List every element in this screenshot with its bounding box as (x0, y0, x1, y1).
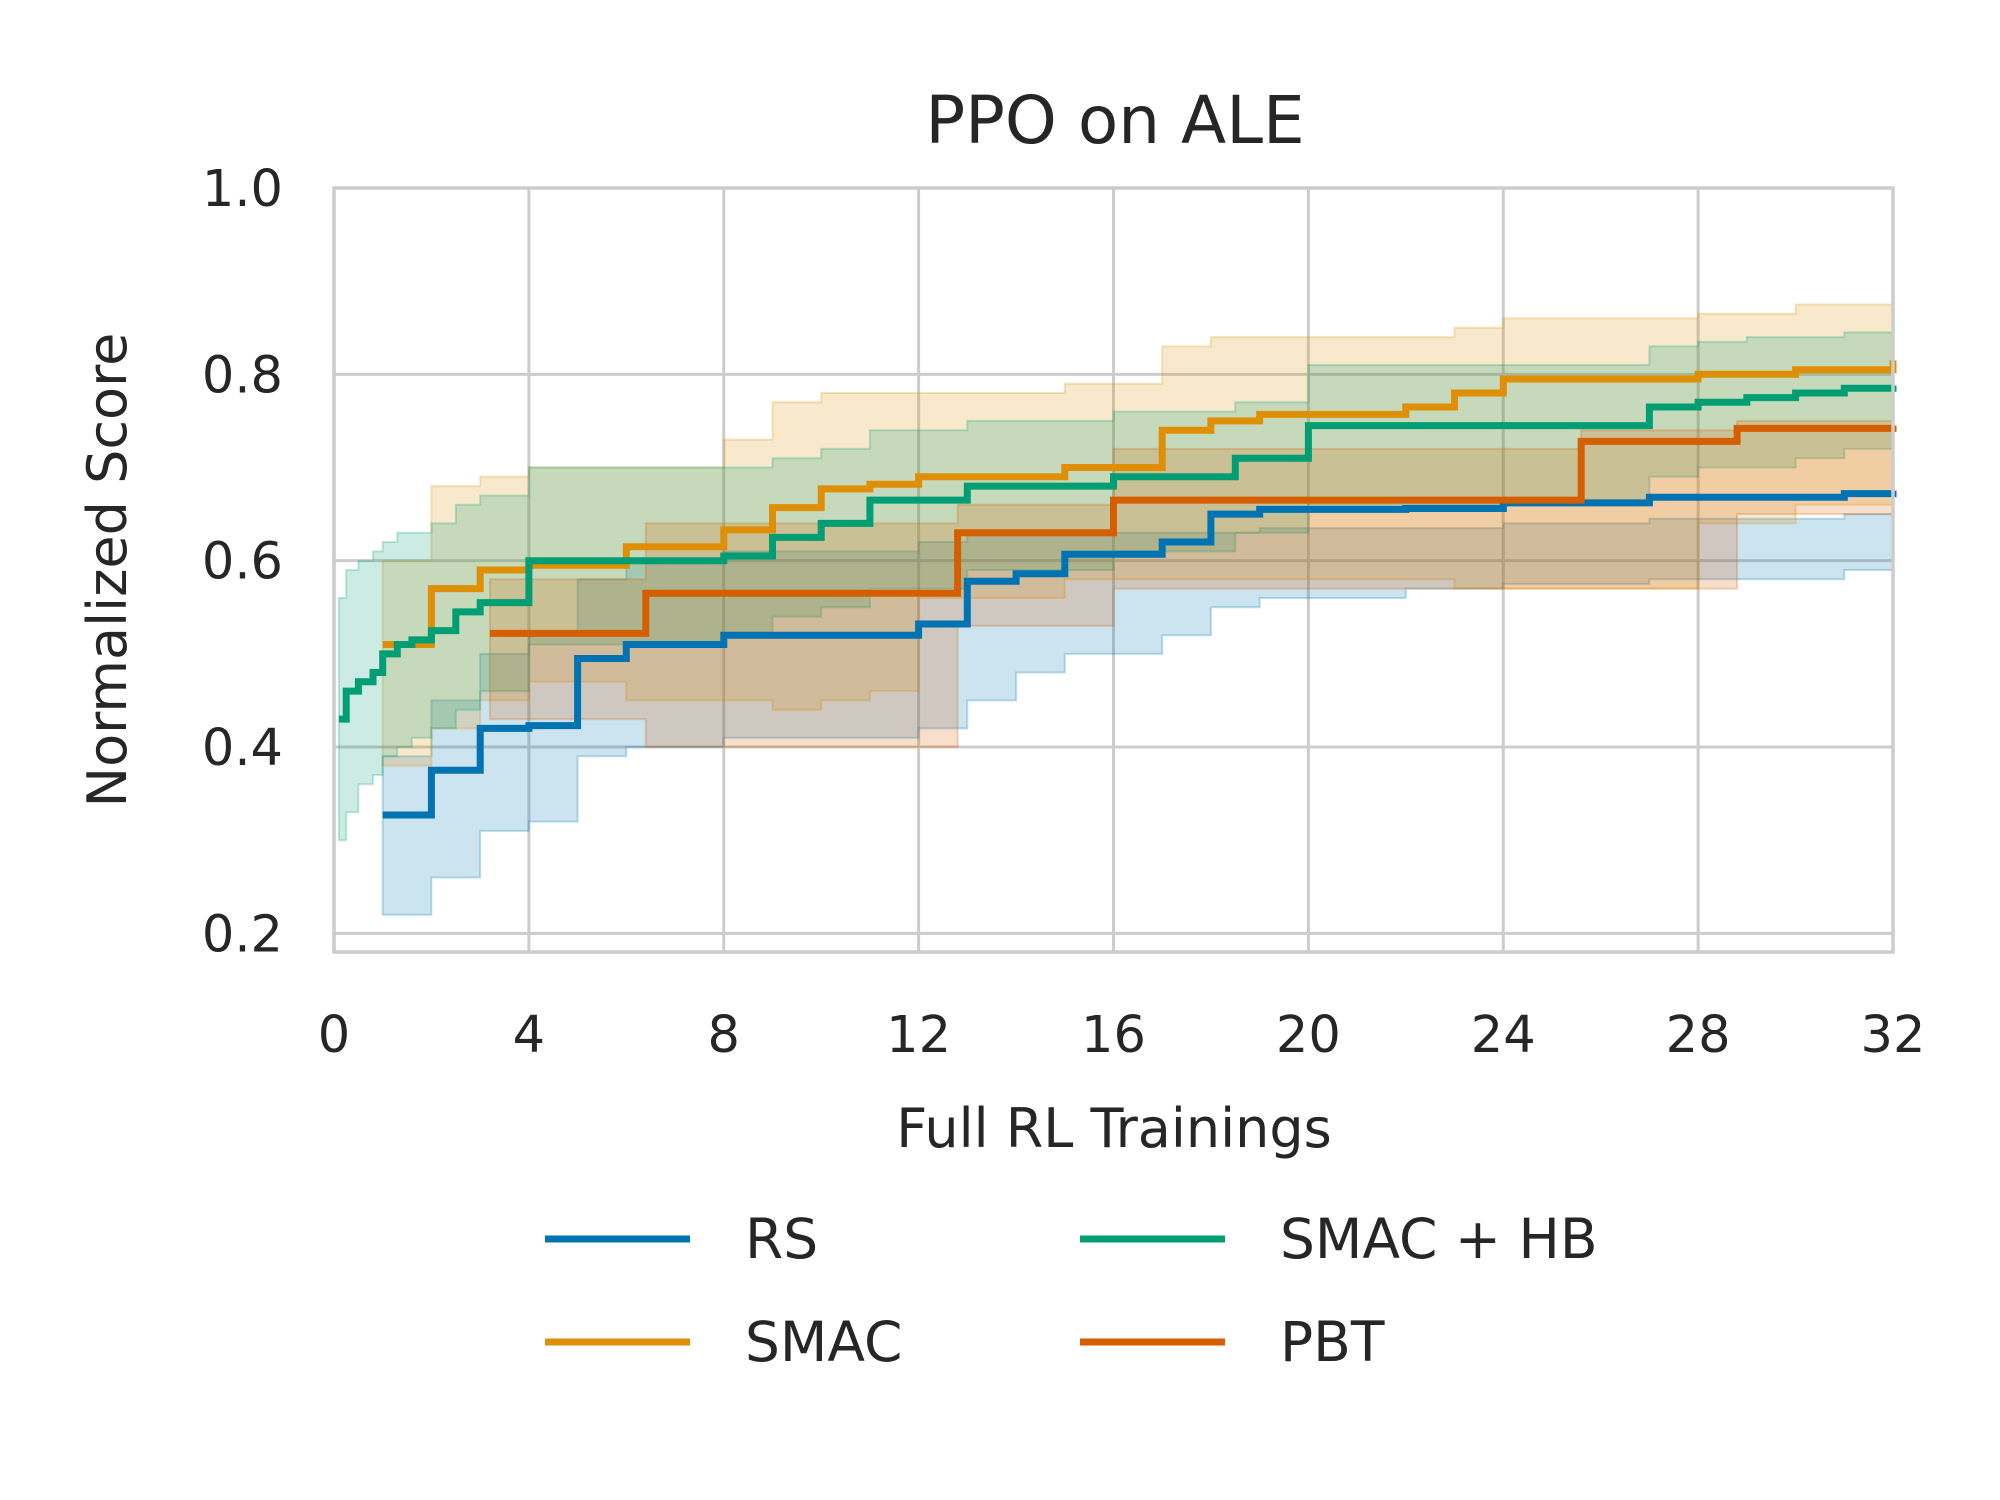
x-axis-label: Full RL Trainings (896, 1097, 1331, 1160)
y-axis-label: Normalized Score (76, 333, 139, 808)
chart-title: PPO on ALE (925, 82, 1304, 159)
x-tick-label: 32 (1861, 1006, 1926, 1065)
confidence-band (488, 411, 1894, 748)
legend-label: PBT (1280, 1310, 1385, 1374)
legend-item: RS (545, 1207, 818, 1271)
legend-item: SMAC (545, 1310, 902, 1374)
confidence-band (337, 327, 1894, 842)
x-tick-label: 12 (886, 1006, 951, 1065)
series-lines (338, 360, 1897, 819)
legend-item: SMAC + HB (1080, 1207, 1598, 1271)
x-tick-label: 28 (1666, 1006, 1731, 1065)
confidence-bands (337, 303, 1894, 916)
x-tick-label: 4 (513, 1006, 545, 1065)
legend: RS SMAC + HB SMAC PBT (545, 1207, 1598, 1374)
x-tick-label: 16 (1081, 1006, 1146, 1065)
x-tick-label: 0 (318, 1006, 350, 1065)
y-tick-label: 1.0 (202, 160, 283, 219)
y-tick-label: 0.2 (202, 905, 283, 964)
legend-label: RS (745, 1207, 818, 1271)
legend-label: SMAC + HB (1280, 1207, 1598, 1271)
y-axis-ticks: 0.2 0.4 0.6 0.8 1.0 (202, 160, 283, 964)
legend-label: SMAC (745, 1310, 902, 1374)
x-tick-label: 20 (1276, 1006, 1341, 1065)
legend-item: PBT (1080, 1310, 1385, 1374)
y-tick-label: 0.8 (202, 346, 283, 405)
x-tick-label: 24 (1471, 1006, 1536, 1065)
y-tick-label: 0.6 (202, 533, 283, 592)
x-tick-label: 8 (708, 1006, 740, 1065)
plot-frame (332, 186, 1895, 954)
series-line (489, 424, 1897, 637)
series-line (338, 384, 1897, 723)
series-line (382, 360, 1897, 648)
x-axis-ticks: 0 4 8 12 16 20 24 28 32 (318, 1006, 1926, 1065)
y-tick-label: 0.4 (202, 719, 283, 778)
